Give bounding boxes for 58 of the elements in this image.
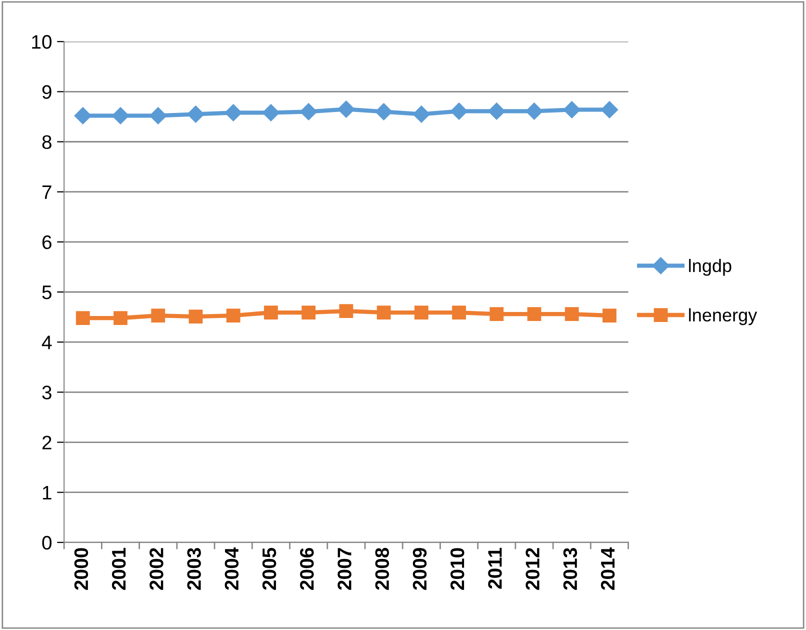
point <box>414 306 428 320</box>
point <box>76 311 90 325</box>
x-tick-label: 2014 <box>600 547 615 590</box>
y-tick-label: 2 <box>42 436 52 450</box>
legend-label: lngdp <box>689 258 732 276</box>
point <box>264 306 278 320</box>
point <box>602 308 616 322</box>
x-tick-label: 2011 <box>488 548 502 589</box>
point <box>300 103 318 120</box>
point <box>450 102 468 120</box>
point <box>302 306 316 320</box>
point <box>527 307 542 321</box>
point <box>338 100 355 118</box>
point <box>412 106 430 123</box>
x-tick-label: 2006 <box>300 548 314 590</box>
point <box>564 307 579 321</box>
legend-label: lnenergy <box>689 308 758 326</box>
x-tick-label: 2010 <box>450 548 464 590</box>
y-tick-label: 3 <box>42 386 52 400</box>
y-tick-label: 1 <box>42 486 52 500</box>
x-tick-label: 2013 <box>563 548 578 590</box>
point <box>452 306 466 320</box>
y-tick-label: 4 <box>42 336 52 350</box>
point <box>187 106 204 123</box>
x-tick-label: 2001 <box>112 548 126 590</box>
point <box>114 311 128 325</box>
point <box>112 107 130 124</box>
point <box>526 102 543 120</box>
y-tick-label: 8 <box>42 135 52 149</box>
y-tick-label: 6 <box>42 235 52 250</box>
point <box>563 101 580 118</box>
y-tick-label: 10 <box>32 35 52 49</box>
x-tick-label: 2012 <box>526 548 540 590</box>
x-tick-label: 2007 <box>338 548 352 590</box>
x-tick-label: 2002 <box>150 548 164 590</box>
point <box>224 104 242 122</box>
point <box>600 101 618 118</box>
point <box>488 102 506 120</box>
y-tick-label: 7 <box>42 186 52 199</box>
x-tick-label: 2005 <box>262 548 276 590</box>
y-tick-label: 9 <box>42 85 52 99</box>
x-tick-label: 2008 <box>375 548 390 590</box>
point <box>188 310 203 324</box>
x-tick-label: 2000 <box>74 548 88 590</box>
point <box>151 308 166 322</box>
x-tick-label: 2009 <box>412 548 427 590</box>
y-tick-label: 5 <box>42 286 52 300</box>
point <box>262 104 280 122</box>
point <box>339 304 354 318</box>
x-tick-label: 2003 <box>187 548 201 590</box>
point <box>490 307 504 321</box>
x-tick-label: 2004 <box>224 547 239 590</box>
point <box>150 107 167 124</box>
y-tick-label: 0 <box>42 536 52 550</box>
point <box>226 308 240 322</box>
point <box>375 103 392 120</box>
point <box>74 107 92 124</box>
point <box>376 306 391 320</box>
